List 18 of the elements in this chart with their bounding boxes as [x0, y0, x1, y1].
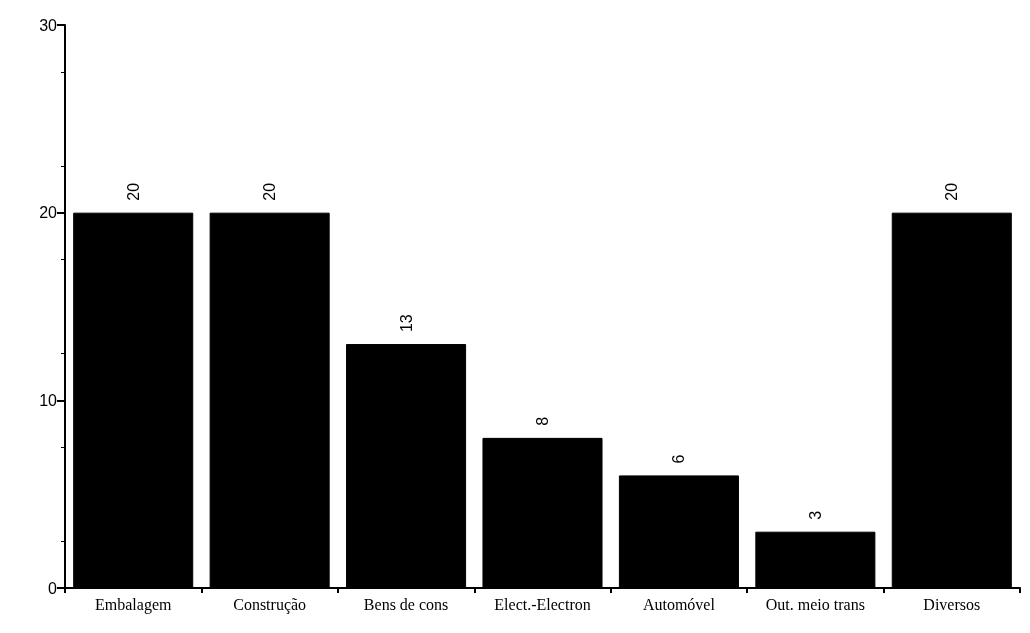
x-tick-label: Diversos [923, 595, 981, 613]
x-tick-label: Elect.-Electron [494, 595, 591, 613]
x-tick-label: Out. meio trans [765, 595, 865, 613]
data-label: 13 [397, 314, 415, 333]
data-label: 8 [534, 416, 551, 426]
y-tick-label: 30 [39, 16, 58, 34]
data-label: 20 [261, 182, 279, 201]
x-tick-label: Bens de cons [363, 595, 449, 613]
data-label: 6 [670, 454, 688, 464]
x-tick-label: Embalagem [95, 595, 172, 614]
y-tick-label: 20 [39, 204, 58, 222]
x-tick-label: Automóvel [642, 595, 716, 613]
y-tick-label: 10 [39, 391, 58, 409]
data-label: 20 [943, 182, 961, 201]
data-label: 3 [806, 510, 824, 520]
y-tick-label: 0 [48, 579, 58, 597]
data-label: 20 [124, 182, 142, 201]
x-tick-label: Construção [233, 595, 307, 614]
